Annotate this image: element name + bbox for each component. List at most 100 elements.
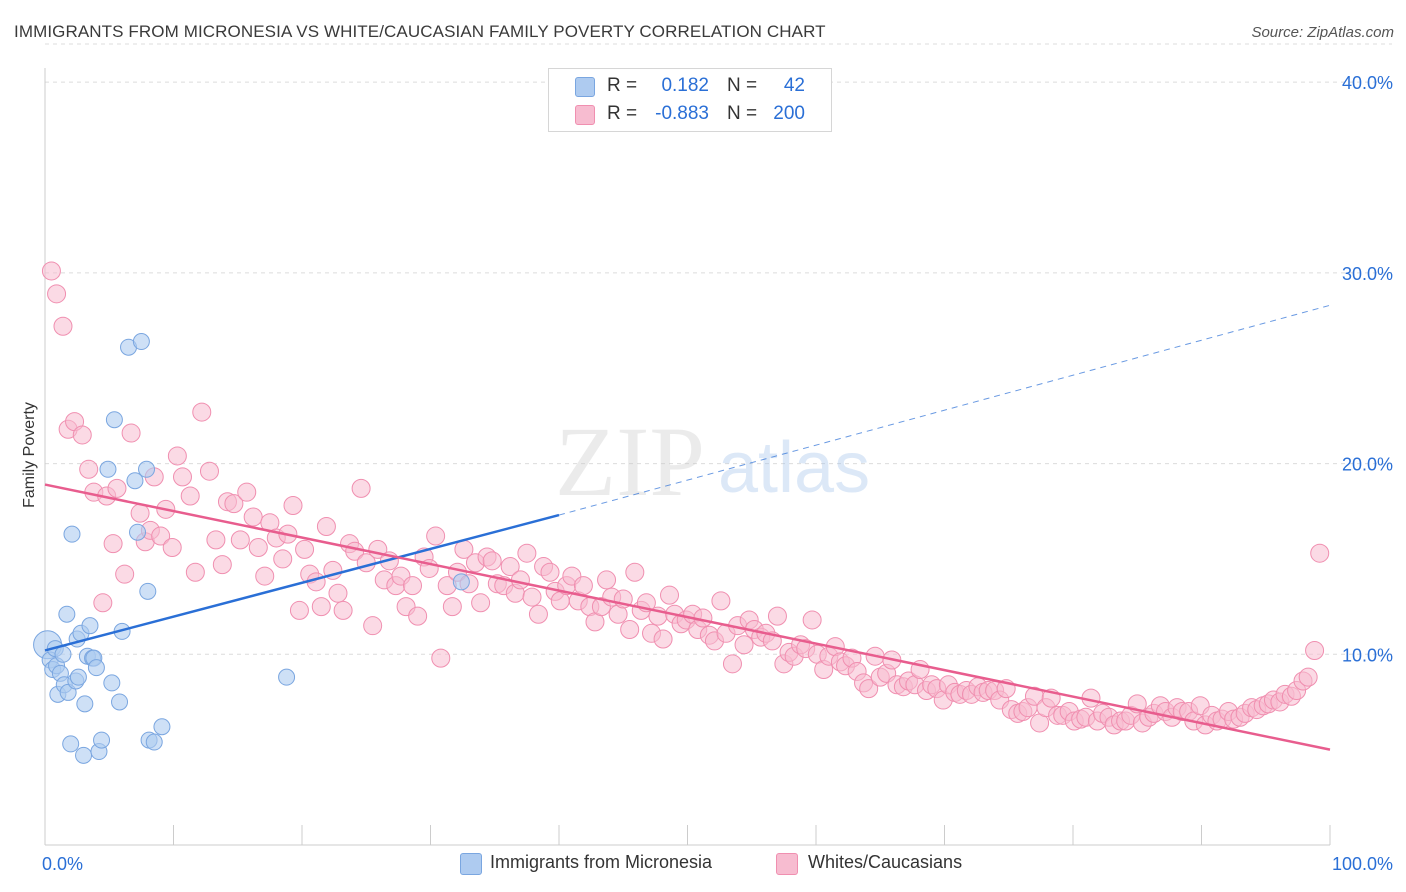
watermark: ZIP atlas [555, 406, 870, 517]
point-whites [1298, 667, 1318, 687]
point-whites [93, 593, 113, 613]
legend-swatch-blue [460, 853, 482, 875]
point-whites [734, 635, 754, 655]
legend-r-value: 0.182 [661, 75, 709, 96]
y-tick-label: 30.0% [1342, 264, 1393, 284]
legend-swatch-pink [776, 853, 798, 875]
point-whites [660, 585, 680, 605]
point-whites [1305, 640, 1325, 660]
point-whites [243, 507, 263, 527]
point-whites [328, 583, 348, 603]
point-micronesia [129, 523, 147, 541]
axes [44, 68, 1331, 846]
legend-row-blue: R = 0.182 N = 42 [549, 73, 831, 101]
point-micronesia [69, 668, 87, 686]
point-whites [41, 261, 61, 281]
point-micronesia [126, 472, 144, 490]
point-micronesia [278, 668, 296, 686]
point-whites [79, 459, 99, 479]
chart-title: IMMIGRANTS FROM MICRONESIA VS WHITE/CAUC… [14, 22, 826, 41]
legend-swatch-pink [575, 105, 595, 125]
point-whites [199, 461, 219, 481]
point-whites [573, 576, 593, 596]
point-micronesia [93, 731, 111, 749]
legend-swatch-blue [575, 77, 595, 97]
point-micronesia [132, 333, 150, 351]
point-micronesia [87, 659, 105, 677]
point-whites [53, 316, 73, 336]
point-whites [316, 517, 336, 537]
legend-n-label: N = [727, 103, 758, 124]
legend-n-value: 42 [783, 75, 805, 96]
legend-label-whites: Whites/Caucasians [808, 852, 963, 872]
point-whites [115, 564, 135, 584]
y-tick-label: 10.0% [1342, 645, 1393, 665]
point-whites [442, 597, 462, 617]
point-micronesia [145, 733, 163, 751]
point-whites [510, 570, 530, 590]
point-whites [295, 539, 315, 559]
point-whites [273, 549, 293, 569]
point-whites [283, 496, 303, 516]
correlation-legend: R = 0.182 N = 42 R = -0.883 N = 200 [548, 68, 832, 132]
point-whites [72, 425, 92, 445]
y-axis-label: Family Poverty [21, 402, 38, 508]
series-legend: Immigrants from Micronesia Whites/Caucas… [0, 852, 1406, 878]
point-whites [224, 494, 244, 514]
point-whites [121, 423, 141, 443]
point-whites [162, 537, 182, 557]
point-whites [767, 606, 787, 626]
source-credit: Source: ZipAtlas.com [1251, 24, 1394, 41]
trend-lines [44, 304, 1331, 751]
point-whites [722, 654, 742, 674]
legend-row-pink: R = -0.883 N = 200 [549, 101, 831, 129]
watermark-zip: ZIP [555, 406, 705, 517]
point-whites [653, 629, 673, 649]
point-whites [206, 530, 226, 550]
point-whites [528, 604, 548, 624]
point-whites [597, 570, 617, 590]
trendline-whites [44, 483, 1331, 751]
point-micronesia [452, 573, 470, 591]
point-whites [248, 537, 268, 557]
tick-labels: 10.0% 20.0% 30.0% 40.0% 0.0% 100.0% [42, 73, 1393, 874]
point-whites [500, 557, 520, 577]
point-micronesia [111, 693, 129, 711]
legend-r-label: R = [607, 75, 638, 96]
point-whites [431, 648, 451, 668]
y-tick-label: 40.0% [1342, 73, 1393, 93]
point-micronesia [81, 617, 99, 635]
x-tick-label: 100.0% [1332, 854, 1393, 874]
point-micronesia [153, 718, 171, 736]
point-whites [471, 593, 491, 613]
point-whites [482, 551, 502, 571]
legend-label-micronesia: Immigrants from Micronesia [490, 852, 713, 872]
x-tick-label: 0.0% [42, 854, 83, 874]
point-whites [408, 606, 428, 626]
legend-r-value: -0.883 [655, 103, 709, 124]
point-whites [351, 478, 371, 498]
point-micronesia [75, 746, 93, 764]
legend-n-label: N = [727, 75, 758, 96]
point-whites [180, 486, 200, 506]
watermark-atlas: atlas [718, 428, 870, 508]
point-whites [130, 503, 150, 523]
point-whites [185, 562, 205, 582]
point-whites [517, 543, 537, 563]
legend-r-label: R = [607, 103, 638, 124]
point-whites [311, 597, 331, 617]
point-micronesia [103, 674, 121, 692]
point-micronesia [58, 605, 76, 623]
point-whites [859, 679, 879, 699]
point-whites [230, 530, 250, 550]
y-tick-label: 20.0% [1342, 455, 1393, 475]
point-whites [151, 526, 171, 546]
point-whites [107, 478, 127, 498]
point-whites [1310, 543, 1330, 563]
point-whites [802, 610, 822, 630]
point-whites [625, 562, 645, 582]
point-whites [403, 576, 423, 596]
point-whites [363, 616, 383, 636]
point-whites [103, 534, 123, 554]
